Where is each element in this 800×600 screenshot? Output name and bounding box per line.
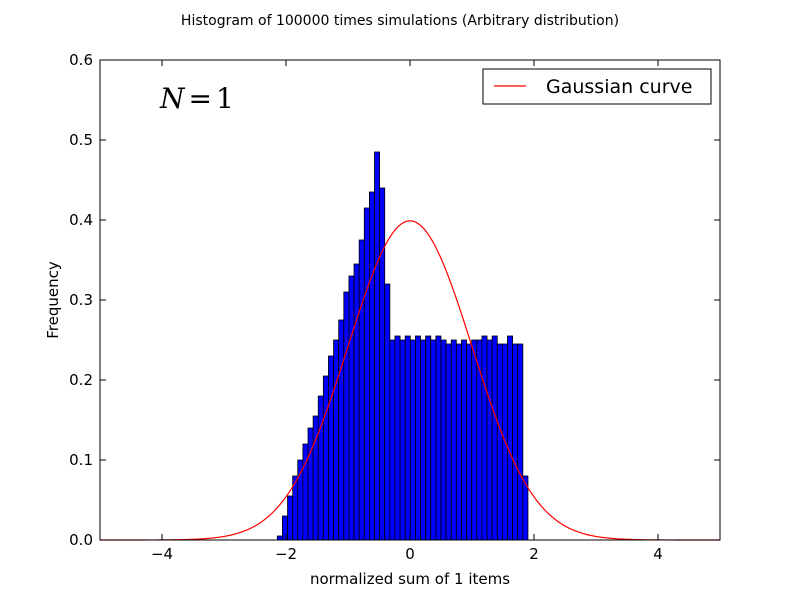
- x-tick-label: 2: [529, 545, 539, 563]
- histogram-bar: [404, 335, 411, 541]
- histogram-bar: [415, 335, 421, 541]
- histogram-bar: [430, 339, 437, 541]
- histogram-bar: [507, 335, 514, 541]
- histogram-bar: [348, 275, 355, 541]
- histogram-bar: [328, 355, 334, 541]
- histogram-bar: [363, 207, 370, 541]
- histogram-bar: [333, 339, 340, 541]
- histogram-bars: [276, 151, 529, 541]
- histogram-bar: [282, 515, 288, 541]
- histogram-bar: [384, 283, 391, 541]
- x-tick-label: 0: [405, 545, 415, 563]
- n-annotation-value: 1: [216, 82, 234, 115]
- n-annotation: N = 1: [159, 82, 234, 115]
- y-tick-label: 0.6: [69, 51, 93, 69]
- n-annotation-equals: =: [189, 82, 212, 115]
- y-tick-label: 0.3: [69, 291, 93, 309]
- gaussian-curve-line: [100, 220, 720, 541]
- histogram-bar: [455, 343, 462, 541]
- histogram-bar: [399, 339, 406, 541]
- histogram-bar: [481, 335, 488, 541]
- legend: Gaussian curve: [482, 68, 712, 105]
- histogram-bar: [486, 339, 493, 541]
- histogram-bar: [317, 395, 324, 541]
- histogram-bar: [496, 343, 503, 541]
- histogram-bar: [491, 335, 498, 541]
- histogram-bar: [409, 339, 416, 541]
- n-annotation-symbol: N: [159, 82, 186, 115]
- y-tick-label: 0.0: [69, 531, 93, 549]
- histogram-bar: [338, 319, 345, 541]
- x-axis-label: normalized sum of 1 items: [310, 570, 510, 588]
- histogram-bar: [343, 291, 350, 541]
- histogram-bar: [307, 427, 314, 541]
- histogram-bar: [512, 343, 519, 541]
- y-axis-label: Frequency: [44, 261, 62, 339]
- histogram-bar: [394, 335, 401, 541]
- histogram-bar: [389, 339, 396, 541]
- histogram-bar: [374, 151, 381, 541]
- histogram-bar: [517, 343, 524, 541]
- x-tick-label: 4: [653, 545, 663, 563]
- histogram-bar: [368, 191, 375, 541]
- x-tick-label: −4: [151, 545, 173, 563]
- y-axis-ticks: 0.0 0.1 0.2 0.3 0.4 0.5 0.6: [69, 51, 720, 549]
- histogram-bar: [276, 535, 283, 541]
- y-tick-label: 0.1: [69, 451, 93, 469]
- legend-label-gaussian: Gaussian curve: [546, 76, 692, 98]
- histogram-bar: [420, 339, 427, 541]
- y-tick-label: 0.4: [69, 211, 93, 229]
- histogram-bar: [358, 239, 365, 541]
- y-tick-label: 0.2: [69, 371, 93, 389]
- histogram-bar: [461, 339, 467, 541]
- y-tick-label: 0.5: [69, 131, 93, 149]
- histogram-bar: [435, 335, 442, 541]
- histogram-bar: [322, 375, 329, 541]
- x-axis-ticks: −4 −2 0 2 4: [151, 60, 663, 563]
- histogram-bar: [425, 335, 432, 541]
- histogram-bar: [450, 339, 457, 541]
- histogram-bar: [440, 339, 447, 541]
- histogram-bar: [353, 263, 360, 541]
- histogram-bar: [379, 187, 386, 541]
- histogram-bar: [287, 495, 294, 541]
- x-tick-label: −2: [275, 545, 297, 563]
- histogram-bar: [471, 339, 478, 541]
- histogram-bar: [445, 343, 452, 541]
- histogram-bar: [466, 343, 473, 541]
- chart-title: Histogram of 100000 times simulations (A…: [181, 13, 619, 29]
